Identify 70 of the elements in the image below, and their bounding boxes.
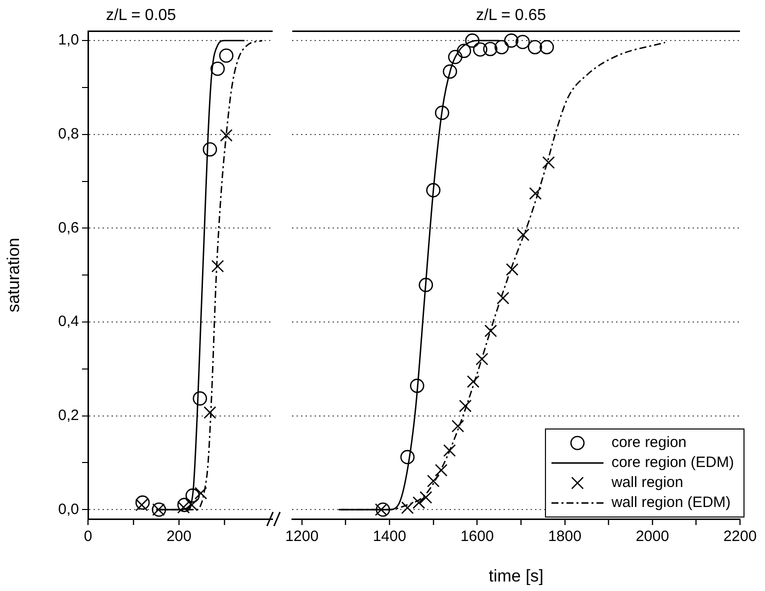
point [494,40,509,54]
legend-label: wall region [610,474,684,492]
point [185,498,198,512]
y-tick-label: 0,4 [58,313,79,330]
point [192,391,208,406]
point [465,33,480,48]
point [466,375,480,388]
point [204,406,216,419]
x-tick-label: 1600 [460,528,494,546]
point [401,501,414,514]
point [516,228,530,242]
point [434,106,450,120]
point [177,498,192,512]
point [496,292,510,304]
point [456,44,472,58]
point [177,500,190,514]
x-tick-label: 2200 [723,528,757,546]
y-tick-label: 0,2 [58,406,79,424]
point [529,187,542,200]
point [540,40,554,54]
point [400,450,415,464]
point [219,48,234,63]
point [220,129,233,142]
x-tick-label: 2000 [636,528,670,546]
point [426,183,440,198]
point [442,64,458,79]
legend-label: core region [611,434,687,452]
x-tick-label: 1200 [285,528,319,546]
point [484,324,498,338]
chart-title: z/L = 0.65 [476,7,546,24]
point [528,40,542,54]
point [211,260,224,272]
x-axis-title: time [s] [488,566,544,586]
point [410,378,424,393]
point [420,491,432,504]
point [452,420,464,432]
point [448,50,462,64]
point [418,278,434,292]
x-tick-label: 1800 [548,528,582,546]
point [202,142,218,157]
point [434,464,448,477]
x-tick-label: 1400 [372,528,406,546]
point [412,496,426,509]
legend-label: wall region (EDM) [610,494,731,512]
point [443,444,456,457]
point [476,352,488,366]
point [473,42,488,57]
point [458,400,472,412]
point [542,156,555,169]
point [504,33,518,48]
point [194,486,208,500]
point [135,498,148,512]
point [185,488,200,503]
point [506,263,518,276]
point [210,62,225,76]
y-tick-label: 0,6 [58,219,79,236]
x-tick-label: 200 [166,528,192,546]
legend-label: core region (EDM) [611,454,734,472]
chart-title: z/L = 0.05 [106,7,176,24]
point [135,495,150,510]
point [483,42,498,56]
y-tick-label: 1,0 [58,32,79,49]
point [516,34,530,50]
point [427,474,440,488]
y-axis-title: saturation [4,238,23,312]
x-tick-label: 0 [84,528,92,546]
point [374,503,388,516]
y-tick-label: 0,0 [58,500,79,518]
point [376,502,390,517]
y-tick-label: 0,8 [58,126,79,143]
